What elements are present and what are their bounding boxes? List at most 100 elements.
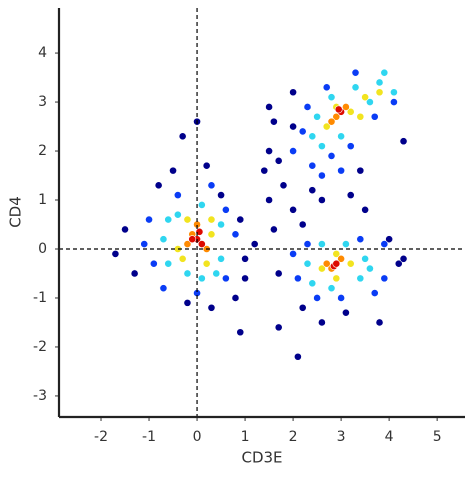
point <box>269 117 278 126</box>
point <box>269 225 278 234</box>
point <box>217 220 225 229</box>
x-tick-label: 1 <box>241 429 250 445</box>
point <box>274 269 283 278</box>
point <box>332 274 341 283</box>
point <box>346 191 355 200</box>
point <box>298 303 307 312</box>
point <box>202 259 211 268</box>
point <box>351 83 360 92</box>
point <box>303 259 312 268</box>
point <box>313 294 322 302</box>
point <box>207 215 216 224</box>
point <box>183 298 192 307</box>
y-tick-label: 1 <box>38 192 47 208</box>
point <box>394 259 403 268</box>
point <box>178 132 187 141</box>
point <box>217 191 225 200</box>
x-tick-label: -1 <box>142 429 156 445</box>
x-tick-label: 2 <box>289 429 298 445</box>
point <box>111 249 120 258</box>
point <box>236 328 245 337</box>
point <box>289 122 297 131</box>
point <box>322 122 331 131</box>
point <box>121 225 129 234</box>
y-tick-label: 2 <box>38 143 47 159</box>
point <box>149 259 158 268</box>
point <box>231 294 240 302</box>
x-axis-label: CD3E <box>241 449 282 467</box>
point <box>380 68 389 77</box>
point <box>265 196 273 204</box>
point <box>318 318 326 327</box>
point <box>327 93 336 102</box>
point <box>332 112 341 121</box>
point <box>207 303 216 312</box>
point <box>356 166 365 175</box>
point <box>197 201 206 209</box>
point <box>322 83 331 92</box>
point <box>183 215 192 224</box>
point <box>337 294 346 302</box>
point <box>346 259 355 268</box>
point <box>164 259 173 268</box>
point <box>337 254 346 263</box>
point <box>159 235 168 244</box>
point <box>241 254 249 263</box>
point <box>370 112 379 121</box>
point <box>342 103 350 111</box>
point <box>159 284 168 293</box>
point <box>361 93 370 102</box>
point <box>318 142 326 151</box>
point <box>351 68 360 77</box>
x-tick-label: 5 <box>433 429 442 445</box>
point <box>197 240 206 248</box>
point <box>390 88 398 97</box>
point <box>356 112 365 121</box>
point <box>183 269 192 278</box>
point <box>173 191 182 200</box>
point <box>375 78 384 87</box>
point <box>327 152 336 160</box>
point <box>361 254 370 263</box>
point <box>130 269 139 278</box>
point <box>308 161 317 170</box>
point <box>399 254 408 263</box>
point <box>380 274 389 283</box>
x-tick-label: 4 <box>385 429 394 445</box>
point <box>241 274 249 283</box>
x-tick-label: -2 <box>94 429 108 445</box>
point <box>366 264 374 273</box>
point <box>346 142 355 151</box>
point <box>183 240 192 248</box>
point <box>178 254 187 263</box>
x-tick-label: 0 <box>193 429 202 445</box>
point <box>293 274 302 283</box>
y-tick-label: 3 <box>38 94 47 110</box>
point <box>346 107 355 116</box>
point <box>332 259 341 268</box>
point <box>322 259 331 268</box>
point <box>342 308 350 317</box>
point <box>164 215 173 224</box>
point <box>265 147 273 155</box>
point <box>197 274 206 283</box>
point <box>274 323 283 332</box>
point <box>361 205 370 214</box>
point <box>145 215 153 224</box>
y-tick-label: 4 <box>38 45 47 61</box>
point <box>318 196 326 204</box>
y-tick-label: -1 <box>33 290 47 306</box>
point <box>327 117 336 126</box>
point <box>207 230 216 239</box>
point <box>318 171 326 180</box>
point <box>231 230 240 239</box>
point <box>399 137 408 146</box>
point <box>385 235 394 244</box>
point <box>337 166 346 175</box>
point <box>279 181 288 190</box>
point <box>370 289 379 297</box>
point <box>289 205 297 214</box>
point <box>337 132 346 141</box>
point <box>308 186 317 195</box>
y-tick-label: -2 <box>33 339 47 355</box>
